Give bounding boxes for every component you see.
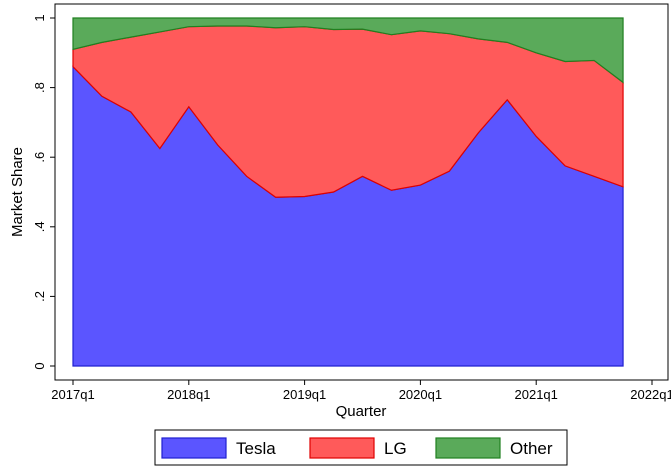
y-tick-label: 1 xyxy=(32,14,47,21)
y-tick-label: 0 xyxy=(32,362,47,369)
y-tick-label: .6 xyxy=(32,152,47,163)
plot-frame xyxy=(54,3,669,381)
x-tick-label: 2020q1 xyxy=(399,387,442,402)
legend-swatch xyxy=(435,437,501,459)
x-tick-label: 2017q1 xyxy=(51,387,94,402)
y-tick-label: .2 xyxy=(32,291,47,302)
legend-swatch xyxy=(161,437,227,459)
x-tick-label: 2021q1 xyxy=(515,387,558,402)
legend-label: Other xyxy=(510,439,553,458)
y-tick-label: .4 xyxy=(32,221,47,232)
legend-swatch xyxy=(309,437,375,459)
x-tick-label: 2019q1 xyxy=(283,387,326,402)
legend-label: Tesla xyxy=(236,439,276,458)
y-tick-label: .8 xyxy=(32,82,47,93)
area xyxy=(72,17,624,84)
x-tick-label: 2022q1 xyxy=(630,387,671,402)
x-tick-label: 2018q1 xyxy=(167,387,210,402)
x-axis-title: Quarter xyxy=(336,403,387,420)
legend-box xyxy=(154,429,568,466)
y-axis-title: Market Share xyxy=(9,147,26,237)
legend-label: LG xyxy=(384,439,407,458)
